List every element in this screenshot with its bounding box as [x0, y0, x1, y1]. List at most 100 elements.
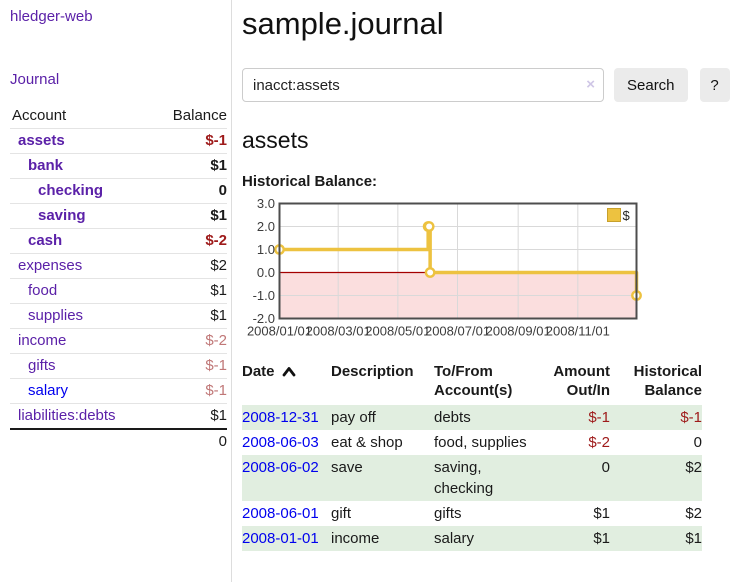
account-link[interactable]: assets [18, 132, 65, 149]
account-name-cell: expenses [10, 253, 154, 279]
nav-journal-link[interactable]: Journal [10, 71, 60, 88]
register-date-link[interactable]: 2008-12-31 [242, 409, 319, 426]
account-row: supplies $1 [10, 303, 227, 329]
svg-text:-1.0: -1.0 [253, 288, 275, 303]
search-input-wrap: × [242, 68, 604, 102]
svg-text:-2.0: -2.0 [253, 311, 275, 326]
register-header-date: Date [242, 363, 275, 380]
register-accounts: debts [434, 405, 532, 430]
account-balance: $-2 [153, 328, 227, 354]
register-description: eat & shop [331, 434, 403, 451]
register-row: 2008-01-01 income salary $1 $1 [242, 526, 702, 551]
register-date-cell: 2008-06-02 [242, 455, 331, 501]
account-balance: $-1 [153, 128, 227, 154]
account-heading: assets [242, 127, 309, 153]
accounts-total-value: 0 [153, 428, 227, 454]
register-date-cell: 2008-06-01 [242, 501, 331, 526]
account-balance: $1 [153, 303, 227, 329]
svg-text:1.0: 1.0 [257, 242, 275, 257]
account-balance: $2 [153, 253, 227, 279]
register-accounts: saving, checking [434, 455, 532, 501]
chart-canvas: $3.0 2.0 1.0 0.0 -1.0 -2.02008/01/012008/03/0… [247, 198, 642, 339]
register-accounts: food, supplies [434, 434, 527, 451]
account-row: checking 0 [10, 178, 227, 204]
account-balance: $1 [153, 153, 227, 179]
register-table-body: 2008-12-31 pay off debts $-1 $-1 2008-06-03 ea… [242, 405, 702, 551]
register-description: pay off [331, 405, 434, 430]
register-date-cell: 2008-01-01 [242, 526, 331, 551]
accounts-total-spacer [10, 428, 154, 454]
account-balance: $-1 [153, 378, 227, 404]
brand-link[interactable]: hledger-web [10, 8, 93, 25]
svg-text:2008/09/01: 2008/09/01 [486, 324, 551, 339]
svg-text:2008/05/01: 2008/05/01 [365, 324, 430, 339]
accounts-header-row: Account Balance [10, 104, 227, 129]
account-link[interactable]: income [18, 332, 67, 349]
search-input[interactable] [242, 68, 604, 102]
account-link[interactable]: saving [38, 207, 86, 224]
svg-text:3.0: 3.0 [257, 198, 275, 211]
register-date-link[interactable]: 2008-01-01 [242, 530, 319, 547]
account-balance: $-1 [153, 353, 227, 379]
account-link[interactable]: cash [28, 232, 63, 249]
search-button[interactable]: Search [614, 68, 688, 102]
register-date-link[interactable]: 2008-06-03 [242, 434, 319, 451]
register-date-cell: 2008-12-31 [242, 405, 331, 430]
register-amount: 0 [532, 455, 610, 501]
account-link[interactable]: gifts [28, 357, 56, 374]
register-header-row: Date Description To/From Account(s) Amou… [242, 360, 702, 405]
main-content: sample.journal × Search ? assets Histori… [232, 0, 742, 582]
account-row: expenses $2 [10, 253, 227, 279]
account-row: salary $-1 [10, 378, 227, 404]
chart-label: Historical Balance: [242, 173, 378, 190]
account-name-cell: bank [10, 153, 154, 179]
account-link[interactable]: salary [28, 382, 69, 399]
accounts-table: Account Balance assets $-1 bank $1 checking 0… [10, 104, 227, 454]
svg-text:2008/07/01: 2008/07/01 [425, 324, 490, 339]
account-row: liabilities:debts $1 [10, 403, 227, 429]
account-link[interactable]: bank [28, 157, 64, 174]
register-amount: $1 [593, 505, 610, 522]
clear-search-icon[interactable]: × [586, 76, 595, 93]
register-table: Date Description To/From Account(s) Amou… [242, 360, 702, 551]
register-header-balance: Historical Balance [633, 363, 702, 399]
register-header-date-sort[interactable]: Date [242, 362, 296, 381]
svg-text:$: $ [623, 208, 631, 223]
register-header-description: Description [331, 363, 414, 380]
register-date-link[interactable]: 2008-06-02 [242, 459, 319, 476]
account-balance: $1 [153, 203, 227, 229]
accounts-total-row: 0 [10, 428, 227, 454]
sidebar: hledger-web Journal Account Balance asse… [0, 0, 232, 582]
svg-text:2008/11/01: 2008/11/01 [546, 324, 610, 339]
account-row: food $1 [10, 278, 227, 304]
register-description: income [331, 526, 434, 551]
account-row: income $-2 [10, 328, 227, 354]
account-link[interactable]: checking [38, 182, 104, 199]
account-name-cell: income [10, 328, 154, 354]
account-name-cell: salary [10, 378, 154, 404]
register-amount: $1 [532, 526, 610, 551]
account-balance: $1 [153, 403, 227, 429]
svg-text:2.0: 2.0 [257, 219, 275, 234]
account-link[interactable]: liabilities:debts [18, 407, 116, 424]
accounts-table-body: assets $-1 bank $1 checking 0 saving $1 cash $-2 e… [10, 128, 227, 429]
account-row: bank $1 [10, 153, 227, 179]
account-name-cell: checking [10, 178, 154, 204]
account-link[interactable]: supplies [28, 307, 84, 324]
register-date-link[interactable]: 2008-06-01 [242, 505, 319, 522]
account-link[interactable]: expenses [18, 257, 83, 274]
register-row: 2008-12-31 pay off debts $-1 $-1 [242, 405, 702, 430]
account-balance: $1 [153, 278, 227, 304]
accounts-header-account: Account [12, 107, 67, 124]
register-date-cell: 2008-06-03 [242, 430, 331, 455]
accounts-header-balance: Balance [172, 107, 227, 124]
help-button[interactable]: ? [699, 68, 730, 102]
register-balance: $1 [610, 526, 702, 551]
register-header-amount: Amount Out/In [553, 363, 610, 399]
account-link[interactable]: food [28, 282, 58, 299]
register-row: 2008-06-01 gift gifts $1 $2 [242, 501, 702, 526]
account-row: cash $-2 [10, 228, 227, 254]
register-balance: $2 [685, 505, 702, 522]
account-name-cell: assets [10, 128, 154, 154]
historical-balance-chart[interactable]: $3.0 2.0 1.0 0.0 -1.0 -2.0 2008/01/01 2008/03/0… [242, 198, 736, 348]
